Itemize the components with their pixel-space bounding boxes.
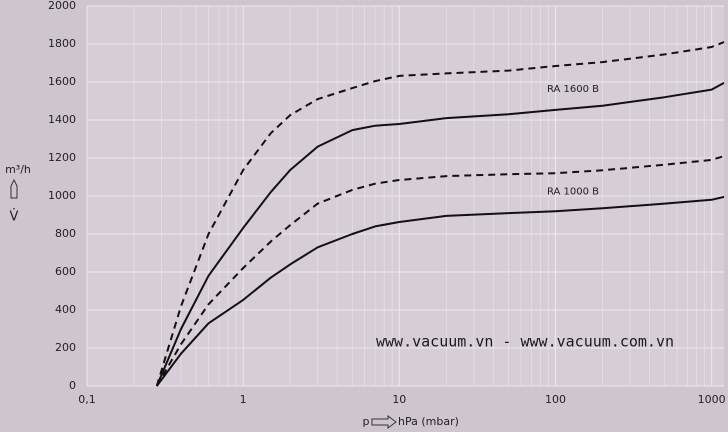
- y-tick-label: 400: [55, 303, 76, 316]
- series-line: [155, 195, 725, 387]
- y-tick-label: 1600: [48, 75, 76, 88]
- y-axis-symbol: V̇: [10, 209, 19, 224]
- y-axis-label: m³/h: [5, 163, 31, 176]
- y-tick-label: 0: [69, 379, 76, 392]
- y-tick-label: 1000: [48, 189, 76, 202]
- x-axis-label: hPa (mbar): [398, 415, 459, 428]
- x-tick-label: 10: [392, 393, 406, 406]
- watermark: www.vacuum.vn - www.vacuum.com.vn: [376, 333, 674, 351]
- x-tick-label: 0,1: [78, 393, 96, 406]
- y-tick-label: 1800: [48, 37, 76, 50]
- y-tick-label: 600: [55, 265, 76, 278]
- series-label: RA 1000 B: [547, 186, 599, 197]
- series-line: [155, 82, 725, 387]
- x-arrow: [371, 415, 397, 429]
- x-axis-symbol: p: [363, 415, 370, 428]
- y-tick-label: 1200: [48, 151, 76, 164]
- series-line: [155, 155, 725, 387]
- y-arrow: [10, 178, 18, 199]
- x-tick-label: 100: [545, 393, 566, 406]
- series-label: RA 1600 B: [547, 84, 599, 95]
- y-tick-label: 2000: [48, 0, 76, 12]
- x-tick-label: 1: [240, 393, 247, 406]
- y-tick-label: 200: [55, 341, 76, 354]
- y-tick-label: 800: [55, 227, 76, 240]
- series-line: [155, 41, 725, 387]
- y-tick-label: 1400: [48, 113, 76, 126]
- x-tick-label: 1000: [698, 393, 726, 406]
